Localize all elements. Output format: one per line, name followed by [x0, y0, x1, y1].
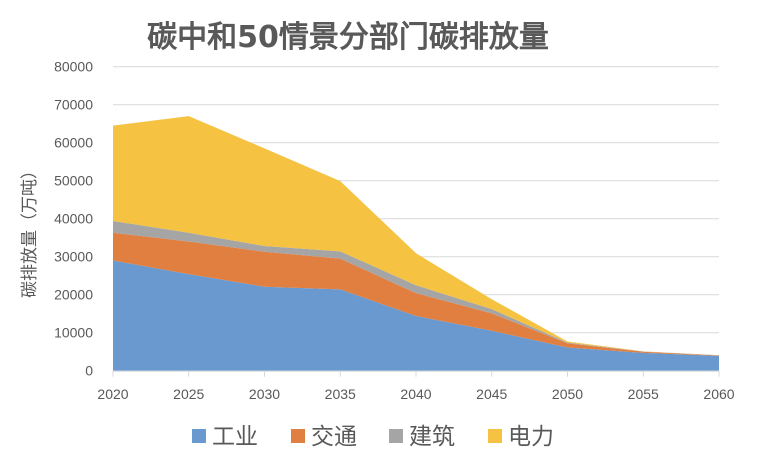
legend-label: 工业: [212, 424, 258, 450]
legend: 工业 交通 建筑 电力: [192, 424, 554, 450]
area-series-交通: [113, 232, 719, 356]
x-tick-label: 2035: [325, 386, 356, 402]
y-tick-label: 10000: [54, 325, 93, 341]
legend-label: 交通: [311, 424, 357, 450]
legend-item: 交通: [291, 424, 357, 450]
y-axis-title: 碳排放量（万吨）: [20, 162, 40, 298]
axes: 0 10000 20000 30000 40000 50000 60000 70000 8000…: [54, 59, 735, 402]
legend-swatch: [488, 429, 502, 443]
x-tick-label: 2055: [628, 386, 659, 402]
y-tick-label: 80000: [54, 59, 93, 75]
area-series-工业: [113, 260, 719, 371]
chart-title: 碳中和50情景分部门碳排放量: [147, 20, 549, 55]
y-tick-label: 30000: [54, 249, 93, 265]
legend-item: 工业: [192, 424, 258, 450]
y-tick-label: 50000: [54, 173, 93, 189]
area-series-建筑: [113, 220, 719, 356]
x-tick-label: 2045: [476, 386, 507, 402]
x-tick-label: 2025: [173, 386, 204, 402]
x-tick-label: 2060: [703, 386, 734, 402]
y-tick-label: 60000: [54, 135, 93, 151]
legend-swatch: [291, 429, 305, 443]
x-tick-label: 2020: [97, 386, 128, 402]
area-series-电力: [113, 116, 719, 356]
plot-area: [113, 116, 719, 371]
legend-swatch: [192, 429, 206, 443]
y-tick-label: 70000: [54, 97, 93, 113]
legend-item: 建筑: [389, 424, 455, 450]
x-tick-label: 2030: [249, 386, 280, 402]
y-tick-label: 0: [85, 363, 93, 379]
legend-item: 电力: [488, 424, 554, 450]
legend-swatch: [389, 429, 403, 443]
legend-label: 电力: [508, 424, 554, 450]
y-tick-label: 40000: [54, 211, 93, 227]
legend-label: 建筑: [409, 424, 455, 450]
y-tick-label: 20000: [54, 287, 93, 303]
x-tick-label: 2040: [400, 386, 431, 402]
x-tick-label: 2050: [552, 386, 583, 402]
